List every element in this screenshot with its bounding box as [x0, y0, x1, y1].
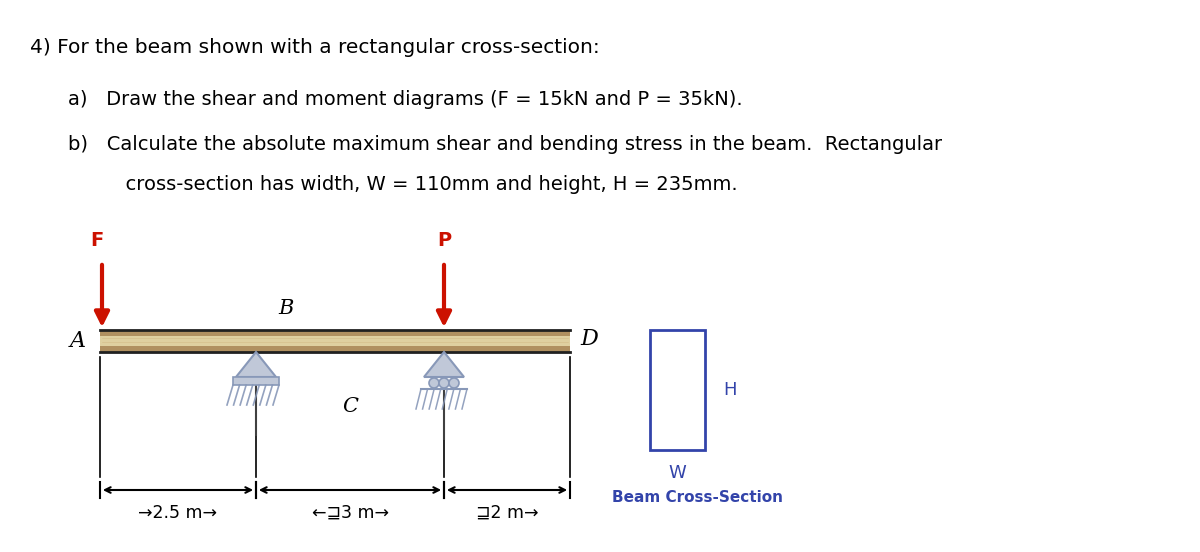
Text: Beam Cross-Section: Beam Cross-Section: [612, 490, 782, 505]
Text: H: H: [722, 381, 737, 399]
Bar: [100, 346, 570, 352]
Text: ←⊒3 m→: ←⊒3 m→: [312, 504, 389, 522]
Bar: [233, 377, 278, 385]
Text: B: B: [278, 299, 294, 318]
Text: cross-section has width, W = 110mm and height, H = 235mm.: cross-section has width, W = 110mm and h…: [88, 175, 738, 194]
Bar: [100, 330, 570, 352]
Text: →2.5 m→: →2.5 m→: [138, 504, 217, 522]
Text: D: D: [580, 328, 598, 350]
Circle shape: [449, 378, 458, 388]
Circle shape: [430, 378, 439, 388]
Text: C: C: [342, 397, 358, 417]
Text: 4) For the beam shown with a rectangular cross-section:: 4) For the beam shown with a rectangular…: [30, 38, 600, 57]
Text: b)   Calculate the absolute maximum shear and bending stress in the beam.  Recta: b) Calculate the absolute maximum shear …: [68, 135, 942, 154]
Text: F: F: [90, 231, 103, 250]
Text: a)   Draw the shear and moment diagrams (F = 15kN and P = 35kN).: a) Draw the shear and moment diagrams (F…: [68, 90, 743, 109]
Text: A: A: [70, 330, 86, 352]
Text: W: W: [668, 464, 686, 482]
Polygon shape: [236, 352, 276, 377]
Polygon shape: [424, 352, 464, 377]
Bar: [650, 330, 706, 450]
Text: P: P: [437, 231, 451, 250]
Circle shape: [439, 378, 449, 388]
Text: ⊒2 m→: ⊒2 m→: [475, 504, 539, 522]
Bar: [100, 330, 570, 336]
